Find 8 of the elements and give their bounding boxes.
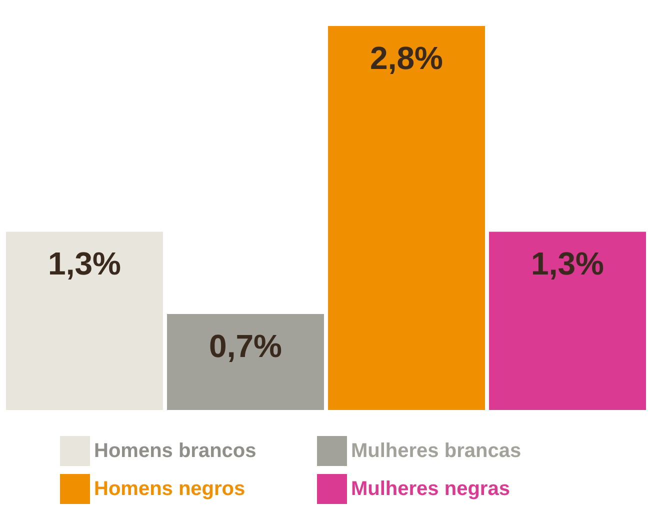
legend-label: Mulheres negras (351, 478, 510, 500)
data-label: 2,8% (370, 40, 443, 76)
data-label: 1,3% (531, 246, 604, 282)
data-label: 1,3% (48, 246, 121, 282)
data-label: 0,7% (209, 328, 282, 364)
legend-label: Homens brancos (94, 440, 256, 462)
legend-label: Homens negros (94, 478, 246, 500)
legend-label: Mulheres brancas (351, 440, 522, 462)
